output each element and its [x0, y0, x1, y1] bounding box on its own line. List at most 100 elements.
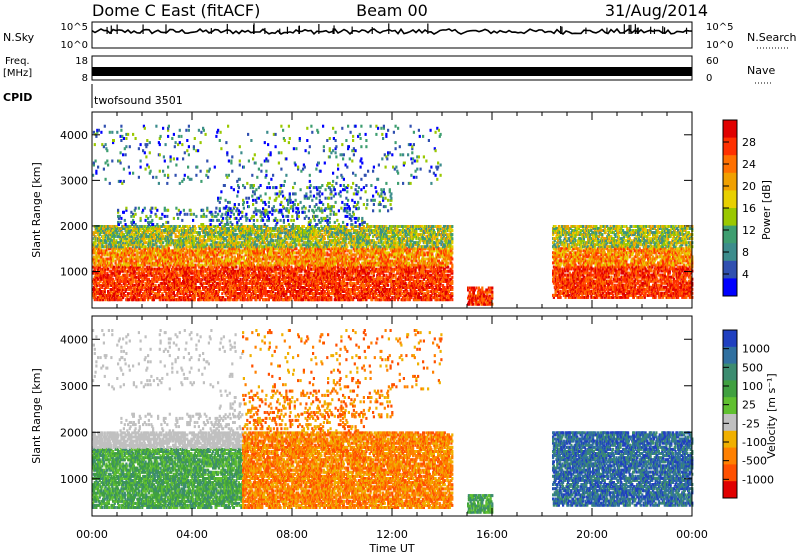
heatmap-cell [142, 273, 145, 277]
heatmap-cell [103, 288, 106, 291]
heatmap-cell [152, 281, 155, 285]
heatmap-cell [192, 243, 195, 247]
heatmap-cell [203, 294, 206, 298]
heatmap-cell [207, 290, 210, 293]
nsky-tick-bottom: 10^0 [61, 40, 88, 51]
heatmap-cell [105, 253, 108, 257]
heatmap-cell [180, 288, 183, 291]
heatmap-cell [112, 271, 115, 275]
heatmap-cell [198, 237, 201, 241]
heatmap-cell [161, 231, 164, 235]
heatmap-cell [109, 255, 112, 259]
heatmap-cell [188, 292, 191, 296]
heatmap-cell [155, 241, 158, 245]
heatmap-cell [179, 269, 182, 273]
heatmap-cell [137, 269, 140, 273]
heatmap-cell [98, 294, 101, 298]
heatmap-cell [169, 255, 172, 259]
heatmap-cell [226, 286, 229, 289]
heatmap-cell [125, 288, 128, 291]
heatmap-cell [175, 235, 178, 239]
heatmap-cell [148, 294, 151, 298]
heatmap-cell [144, 267, 147, 271]
heatmap-cell [209, 253, 212, 257]
heatmap-cell [113, 255, 116, 259]
heatmap-cell [224, 261, 227, 265]
heatmap-cell [147, 257, 150, 261]
heatmap-cell [113, 269, 116, 273]
heatmap-cell [188, 288, 191, 291]
heatmap-cell [133, 227, 136, 230]
heatmap-cell [97, 231, 100, 235]
heatmap-cell [226, 281, 229, 285]
heatmap-cell [102, 267, 105, 271]
heatmap-cell [121, 290, 124, 293]
heatmap-cell [222, 235, 225, 239]
heatmap-cell [102, 229, 105, 233]
heatmap-cell [99, 296, 102, 300]
heatmap-cell [134, 292, 137, 296]
heatmap-cell [217, 247, 220, 251]
heatmap-cell [174, 233, 177, 237]
heatmap-cell [93, 298, 96, 302]
heatmap-cell [107, 239, 110, 243]
heatmap-cell [176, 267, 179, 271]
heatmap-cell [156, 294, 159, 298]
heatmap-cell [222, 249, 225, 253]
heatmap-cell [99, 241, 102, 245]
heatmap-cell [122, 247, 125, 251]
heatmap-cell [182, 294, 185, 298]
heatmap-cell [196, 275, 199, 279]
heatmap-cell [158, 239, 161, 243]
heatmap-cell [93, 265, 96, 269]
heatmap-cell [197, 292, 200, 296]
heatmap-cell [157, 294, 160, 298]
heatmap-cell [197, 261, 200, 265]
heatmap-cell [152, 251, 155, 255]
heatmap-cell [209, 237, 212, 241]
heatmap-cell [152, 277, 155, 281]
heatmap-cell [107, 235, 110, 239]
heatmap-cell [177, 279, 180, 283]
heatmap-cell [96, 255, 99, 259]
heatmap-cell [226, 275, 229, 279]
nave-label: Nave [747, 64, 775, 77]
heatmap-cell [221, 251, 224, 255]
heatmap-cell [158, 267, 161, 271]
heatmap-cell [144, 245, 147, 249]
heatmap-cell [170, 235, 173, 239]
heatmap-cell [218, 271, 221, 275]
heatmap-cell [92, 286, 95, 289]
heatmap-cell [161, 237, 164, 241]
heatmap-cell [117, 257, 120, 261]
heatmap-cell [103, 271, 106, 275]
heatmap-cell [158, 296, 161, 300]
heatmap-cell [100, 261, 103, 265]
heatmap-cell [132, 286, 135, 289]
heatmap-cell [127, 253, 130, 257]
heatmap-cell [97, 253, 100, 257]
heatmap-cell [112, 231, 115, 235]
heatmap-cell [149, 225, 152, 228]
heatmap-cell [136, 249, 139, 253]
heatmap-cell [137, 265, 140, 269]
heatmap-cell [184, 271, 187, 275]
heatmap-cell [166, 275, 169, 279]
heatmap-cell [144, 281, 147, 285]
heatmap-cell [223, 245, 226, 249]
heatmap-cell [200, 245, 203, 249]
heatmap-cell [192, 227, 195, 230]
heatmap-cell [206, 271, 209, 275]
heatmap-cell [199, 290, 202, 293]
heatmap-cell [134, 225, 137, 228]
heatmap-cell [131, 231, 134, 235]
cpid-value: twofsound 3501 [94, 94, 183, 107]
heatmap-cell [211, 243, 214, 247]
heatmap-cell [126, 233, 129, 237]
heatmap-cell [147, 271, 150, 275]
heatmap-cell [172, 292, 175, 296]
heatmap-cell [192, 281, 195, 285]
heatmap-cell [132, 249, 135, 253]
heatmap-cell [152, 288, 155, 291]
heatmap-cell [140, 298, 143, 302]
